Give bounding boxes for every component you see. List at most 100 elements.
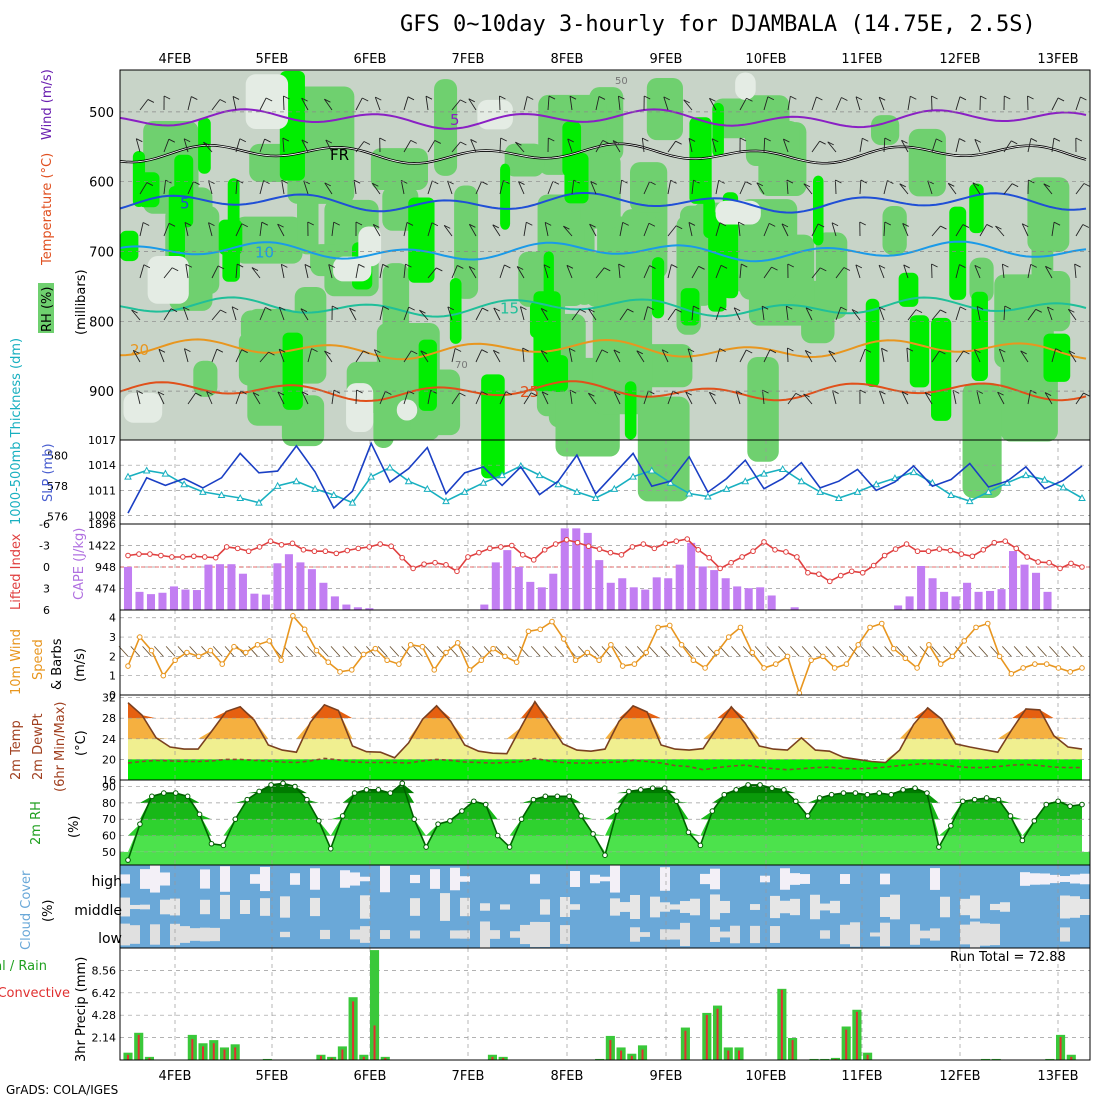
cloud-gap (380, 930, 390, 939)
wind-barb (281, 180, 285, 195)
precip-convective-bar (609, 1040, 612, 1060)
lifted-index-point (662, 540, 669, 547)
thickness-point (965, 497, 974, 505)
cloud-gap (1020, 872, 1030, 886)
relative-humidity-point (316, 818, 322, 824)
wind-barb-feather (601, 349, 609, 354)
thickness-point (1040, 475, 1049, 483)
precip-convective-bar (727, 1050, 730, 1060)
wind-barb-feather (622, 221, 629, 226)
wind-barb-feather (612, 140, 620, 144)
wind-barb-feather (569, 347, 576, 352)
wind-speed-point (855, 641, 862, 648)
wind-barb-feather (203, 141, 210, 146)
wind-barb-feather (738, 221, 745, 226)
rh-patch-high (651, 257, 665, 319)
cloud-gap (930, 928, 940, 941)
wind-barb (259, 180, 264, 195)
wind-barb-feather (333, 221, 340, 226)
wind-barb-feather (541, 391, 549, 396)
lifted-index-point (585, 543, 592, 550)
wind-barb-feather (240, 390, 247, 395)
wind-barb-feather (265, 97, 273, 102)
wind-barb-feather (358, 263, 365, 268)
cape-bar (744, 588, 753, 610)
lifted-index-point (958, 551, 965, 557)
wind-barb-feather (887, 180, 894, 184)
rh-patch-mid (629, 162, 668, 213)
lifted-index-point (136, 551, 142, 557)
cloud-gap (130, 904, 140, 910)
wind-barb (519, 306, 525, 321)
wind-barb (541, 391, 549, 405)
wind-barb-feather (499, 95, 506, 100)
bottom-date-tick-label: 11FEB (841, 1069, 882, 1084)
thickness-point (217, 490, 226, 498)
lifted-index-point (980, 547, 987, 553)
relative-humidity-point (1043, 801, 1050, 808)
temperature-contour (119, 192, 1087, 214)
wind-barb (544, 222, 549, 237)
wind-speed-point (890, 645, 897, 652)
cloud-gap (170, 923, 180, 946)
precip-convective-bar (502, 1057, 505, 1060)
wind-barb-feather (375, 96, 382, 101)
wind-axis-label-2: Speed (31, 639, 46, 680)
wind-speed-point (666, 622, 673, 629)
cloud-gap (1060, 876, 1070, 882)
rh-patch-dry (735, 72, 756, 100)
cape-bar (514, 566, 523, 610)
thickness-point (872, 480, 881, 488)
wind-barb-feather (1068, 350, 1076, 355)
precip-convective-bar (191, 1039, 194, 1060)
lifted-index-point (289, 540, 296, 547)
relative-humidity-point (673, 798, 680, 805)
wind-barb (756, 182, 765, 195)
wind-barb-feather (769, 349, 777, 354)
wind-barb-feather (859, 221, 866, 226)
wind-barb-feather (493, 307, 500, 312)
wind-barb (475, 349, 483, 363)
wind-barb (589, 223, 597, 237)
cloud-gap (1080, 873, 1090, 885)
cape-bar (1020, 564, 1029, 610)
wind-barb (739, 181, 746, 195)
precip-convective-bar (737, 1050, 740, 1060)
cape-bar (192, 590, 201, 610)
lifted-index-point (399, 554, 405, 561)
wind-barb-feather (1074, 263, 1081, 268)
wind-speed-point (290, 612, 296, 619)
wind-axis-label: 10m Wind (9, 629, 24, 695)
wind-barb-feather (460, 141, 467, 146)
thickness-point (367, 472, 376, 480)
cloud-gap (880, 873, 890, 885)
wind-barb-feather (746, 349, 753, 354)
wind-barb (282, 95, 285, 111)
relative-humidity-point (327, 845, 334, 852)
wind-barb-feather (739, 137, 747, 142)
lifted-index-point (903, 541, 910, 547)
cloud-gap (560, 925, 570, 944)
surface-wind-barb (1049, 646, 1059, 657)
lifted-index-point (859, 569, 866, 576)
wind-barb (1075, 392, 1084, 405)
cloud-gap (540, 922, 550, 947)
wind-speed-point (596, 657, 602, 664)
wind-barb-feather (263, 180, 270, 185)
wind-barb-feather (588, 308, 595, 313)
wind-barb (811, 140, 821, 153)
cape-bar (698, 566, 707, 610)
cape-bar (503, 550, 512, 610)
wind-barb-feather (434, 140, 441, 144)
relative-humidity-point (888, 791, 895, 798)
thickness-point (442, 497, 450, 505)
thickness-point (255, 498, 263, 506)
lifted-index-point (201, 554, 208, 560)
wind-barb (859, 138, 863, 153)
surface-wind-barb (295, 646, 306, 657)
cloud-gap (570, 871, 580, 887)
wind-speed-point (184, 649, 190, 656)
wind-speed-point (325, 659, 332, 665)
lifted-index-point (914, 548, 921, 555)
wind-barb (835, 267, 845, 279)
